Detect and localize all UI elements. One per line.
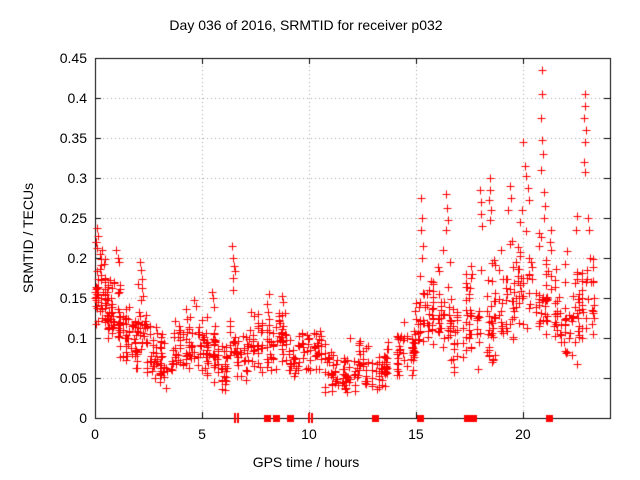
y-axis-label-text: SRMTID / TECUs <box>20 182 36 294</box>
y-tick-label: 0.4 <box>67 90 87 106</box>
y-tick-label: 0 <box>79 410 87 426</box>
x-axis-label: GPS time / hours <box>252 454 360 470</box>
y-tick-label: 0.35 <box>59 130 87 146</box>
y-tick-label: 0.25 <box>59 210 87 226</box>
y-tick-label: 0.3 <box>67 170 87 186</box>
x-tick-label: 5 <box>198 426 206 442</box>
x-tick-label: 0 <box>91 426 99 442</box>
y-tick-label: 0.05 <box>59 370 87 386</box>
chart-title: Day 036 of 2016, SRMTID for receiver p03… <box>169 17 443 33</box>
y-tick-label: 0.15 <box>59 290 87 306</box>
y-tick-label: 0.2 <box>67 250 87 266</box>
x-tick-label: 10 <box>301 426 317 442</box>
y-tick-label: 0.45 <box>59 50 87 66</box>
x-tick-label: 20 <box>515 426 531 442</box>
x-tick-label: 15 <box>408 426 424 442</box>
y-tick-label: 0.1 <box>67 330 87 346</box>
